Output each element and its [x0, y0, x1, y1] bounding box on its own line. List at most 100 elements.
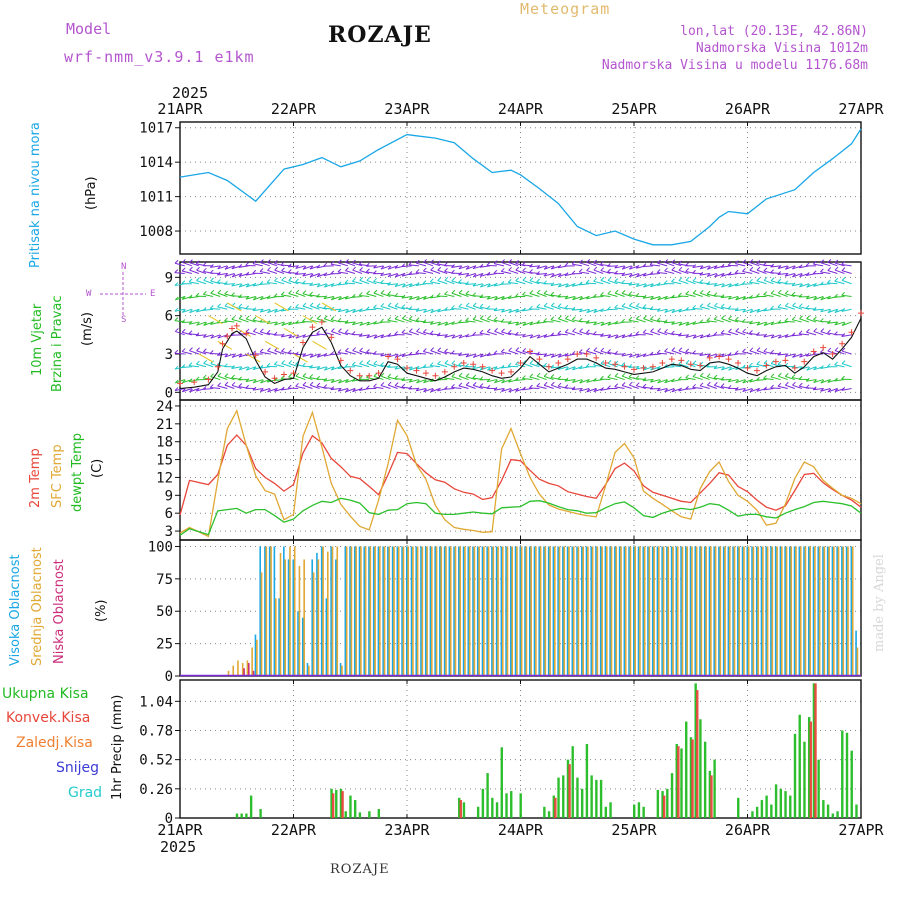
cloud-bar: [818, 546, 821, 676]
wind-barb: [175, 330, 185, 336]
wind-barb: [409, 318, 419, 323]
cloud-bar: [719, 546, 722, 676]
wind-barb: [742, 388, 753, 393]
wind-gust-marker: [479, 363, 486, 370]
wind-barb: [231, 273, 236, 278]
wind-barb: [728, 331, 739, 336]
cloud-bar: [647, 546, 649, 676]
lonlat-label: lon,lat (20.13E, 42.86N): [680, 24, 868, 39]
cloud-bar: [278, 598, 280, 676]
cloud-bar: [845, 546, 848, 676]
wind-barb: [359, 334, 370, 337]
wind-barb: [472, 265, 477, 270]
cloud-bar: [566, 546, 569, 676]
wind-barb: [607, 290, 612, 295]
wind-barb: [359, 321, 370, 326]
wind-barb: [678, 376, 682, 381]
wind-gust-marker: [252, 352, 259, 359]
wind-barb: [543, 384, 554, 389]
wind-barb: [324, 318, 334, 323]
wind-barb: [246, 283, 256, 288]
wind-barb: [685, 322, 690, 326]
wind-barb: [501, 351, 512, 355]
wind-barb: [628, 302, 633, 307]
wind-gust-marker: [432, 372, 439, 379]
wind-barb: [735, 282, 739, 287]
wind-barb: [323, 272, 328, 276]
wind-barb: [635, 375, 640, 380]
wind-barb: [578, 318, 583, 322]
wind-barb: [245, 283, 250, 288]
wind-barb: [798, 376, 803, 380]
wind-barb: [572, 328, 576, 332]
wind-barb: [543, 375, 554, 381]
wind-barb: [252, 307, 257, 312]
wind-barb: [784, 302, 789, 307]
wind-barb: [302, 375, 313, 381]
wind-barb: [621, 353, 632, 357]
cloud-bar: [576, 546, 578, 676]
precip-bar: [595, 779, 598, 818]
wind-barb: [720, 329, 725, 334]
wind-barb: [316, 366, 321, 370]
wind-barb: [217, 271, 221, 276]
wind-barb: [834, 377, 838, 382]
wind-barb: [529, 293, 540, 297]
wind-barb: [266, 320, 271, 325]
wind-barb: [352, 266, 357, 271]
wind-barb: [494, 296, 505, 301]
wind-barb: [834, 280, 845, 285]
wind-barb: [352, 350, 363, 355]
wind-barb: [245, 271, 250, 276]
wind-barb: [571, 270, 576, 275]
cloud-bar: [703, 546, 706, 676]
wind-barb: [671, 269, 682, 274]
wind-barb: [643, 283, 654, 288]
wind-barb: [274, 321, 278, 326]
wind-barb: [345, 267, 349, 271]
wind-barb: [571, 386, 576, 390]
wind-barb: [422, 348, 427, 352]
wind-barb: [656, 349, 661, 354]
wind-barb: [430, 365, 441, 368]
wind-barb: [791, 332, 796, 337]
wind-barb: [387, 366, 398, 368]
wind-barb: [678, 292, 682, 297]
wind-barb: [252, 388, 263, 391]
cloud-bar: [795, 546, 797, 676]
wind-barb: [650, 353, 661, 356]
wind-barb: [330, 386, 335, 390]
wind-barb: [486, 378, 491, 383]
wind-barb: [742, 296, 747, 300]
wind-barb: [189, 350, 200, 355]
wind-barb: [415, 349, 420, 354]
wind-barb: [628, 291, 633, 295]
wind-barb: [798, 264, 803, 269]
wind-barb: [465, 281, 469, 285]
wind-barb: [749, 388, 760, 393]
wind-barb: [820, 296, 831, 301]
wind-barb: [778, 292, 788, 297]
wind-barb: [345, 388, 349, 393]
cloud-bar: [256, 639, 258, 676]
wind-barb: [288, 277, 293, 282]
wind-barb: [295, 278, 299, 283]
wind-barb: [501, 379, 512, 384]
cloud-bar: [464, 546, 466, 676]
wind-barb: [486, 379, 497, 383]
wind-barb: [749, 378, 753, 383]
cloud-bar: [558, 546, 561, 676]
wind-gust-marker: [281, 371, 288, 378]
wind-barb: [756, 377, 760, 381]
cloud-bar: [431, 546, 433, 676]
wind-barb: [238, 263, 243, 268]
wind-barb: [415, 317, 420, 322]
cloud-bar: [377, 546, 380, 676]
wind-barb: [387, 281, 391, 286]
wind-barb: [586, 388, 591, 393]
wind-barb: [664, 366, 675, 368]
wind-barb: [749, 308, 760, 314]
wind-barb: [494, 328, 498, 332]
cloud-bar: [473, 546, 476, 676]
wind-barb: [472, 282, 477, 287]
